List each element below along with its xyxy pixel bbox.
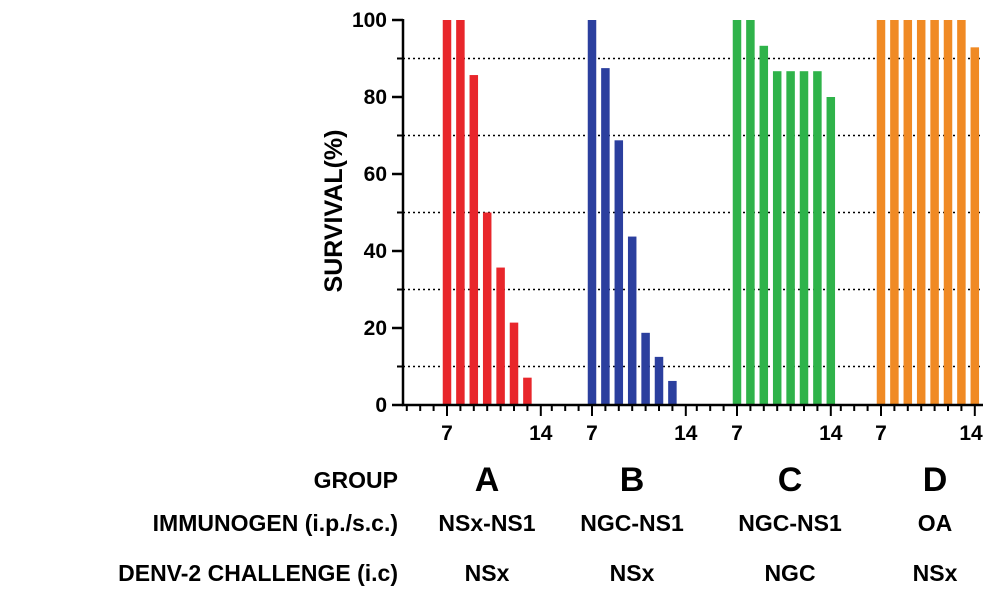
- group-row-label: GROUP: [314, 467, 398, 493]
- bar-group-d-day-10: [916, 20, 926, 405]
- bar-group-d-day-11: [930, 20, 939, 405]
- bar-group-b-day-11: [641, 332, 650, 405]
- bar-group-b-day-9: [614, 140, 624, 405]
- group-letter-a: A: [475, 461, 500, 499]
- immunogen-value: OA: [918, 510, 953, 536]
- bar-group-d-day-12: [943, 20, 953, 405]
- bar-group-d-day-9: [903, 20, 913, 405]
- x-tick-label: 7: [441, 422, 453, 445]
- y-tick-label: 0: [375, 394, 387, 417]
- x-tick-label: 14: [529, 422, 553, 445]
- immunogen-value: NSx-NS1: [438, 510, 535, 536]
- bar-group-b-day-13: [668, 380, 677, 405]
- bar-group-c-day-13: [813, 71, 822, 405]
- bar-group-c-day-10: [772, 71, 782, 405]
- y-tick-label: 40: [364, 240, 387, 263]
- y-tick-label: 20: [364, 317, 387, 340]
- group-letter-b: B: [620, 461, 645, 499]
- bar-group-a-day-13: [523, 377, 532, 405]
- bar-group-b-day-8: [601, 68, 610, 405]
- bar-group-d-day-14: [970, 47, 980, 406]
- x-tick-label: 14: [674, 422, 698, 445]
- x-tick-label: 14: [819, 422, 843, 445]
- bar-group-a-day-9: [469, 75, 479, 406]
- bar-group-d-day-7: [876, 20, 886, 405]
- bar-group-c-day-11: [786, 71, 795, 405]
- group-rows: A NSx-NS1 NSx B NGC-NS1 NSx C NGC-NS1 NGC D OA NSx: [438, 461, 957, 586]
- bar-group-b-day-12: [654, 356, 664, 405]
- bar-group-c-day-9: [759, 45, 769, 406]
- group-letter-c: C: [778, 461, 803, 499]
- bar-group-a-day-7: [442, 20, 452, 405]
- y-tick-label: 60: [364, 163, 387, 186]
- bar-group-d-day-8: [890, 20, 899, 405]
- immunogen-row-label: IMMUNOGEN (i.p./s.c.): [153, 510, 398, 536]
- immunogen-value: NGC-NS1: [738, 510, 842, 536]
- bar-group-c-day-12: [799, 71, 809, 405]
- x-tick-label: 14: [959, 422, 983, 445]
- x-tick-label: 7: [875, 422, 887, 445]
- bar-group-c-day-7: [732, 20, 742, 405]
- bar-group-a-day-11: [496, 267, 505, 405]
- group-letter-d: D: [923, 461, 948, 499]
- bar-group-b-day-10: [627, 236, 637, 405]
- bar-group-c-day-14: [826, 97, 836, 405]
- y-tick-label: 80: [364, 86, 387, 109]
- challenge-value: NSx: [913, 560, 958, 586]
- challenge-value: NSx: [610, 560, 655, 586]
- bar-group-a-day-12: [509, 322, 519, 405]
- bar-group-d-day-13: [957, 20, 966, 405]
- axes: 0 20 40 60 80 100 7 14 7 14 7 14 7 14: [352, 9, 983, 445]
- bar-group-a-day-10: [482, 212, 492, 405]
- challenge-value: NSx: [465, 560, 510, 586]
- y-tick-label: 100: [352, 9, 387, 32]
- challenge-row-label: DENV-2 CHALLENGE (i.c): [118, 560, 398, 586]
- bar-group-b-day-7: [587, 20, 597, 405]
- y-axis-title: SURVIVAL(%): [320, 130, 348, 293]
- immunogen-value: NGC-NS1: [580, 510, 684, 536]
- bars: [442, 20, 980, 406]
- bar-group-a-day-8: [456, 20, 465, 405]
- x-tick-label: 7: [731, 422, 743, 445]
- x-tick-label: 7: [586, 422, 598, 445]
- challenge-value: NGC: [764, 560, 815, 586]
- bar-group-c-day-8: [746, 20, 755, 405]
